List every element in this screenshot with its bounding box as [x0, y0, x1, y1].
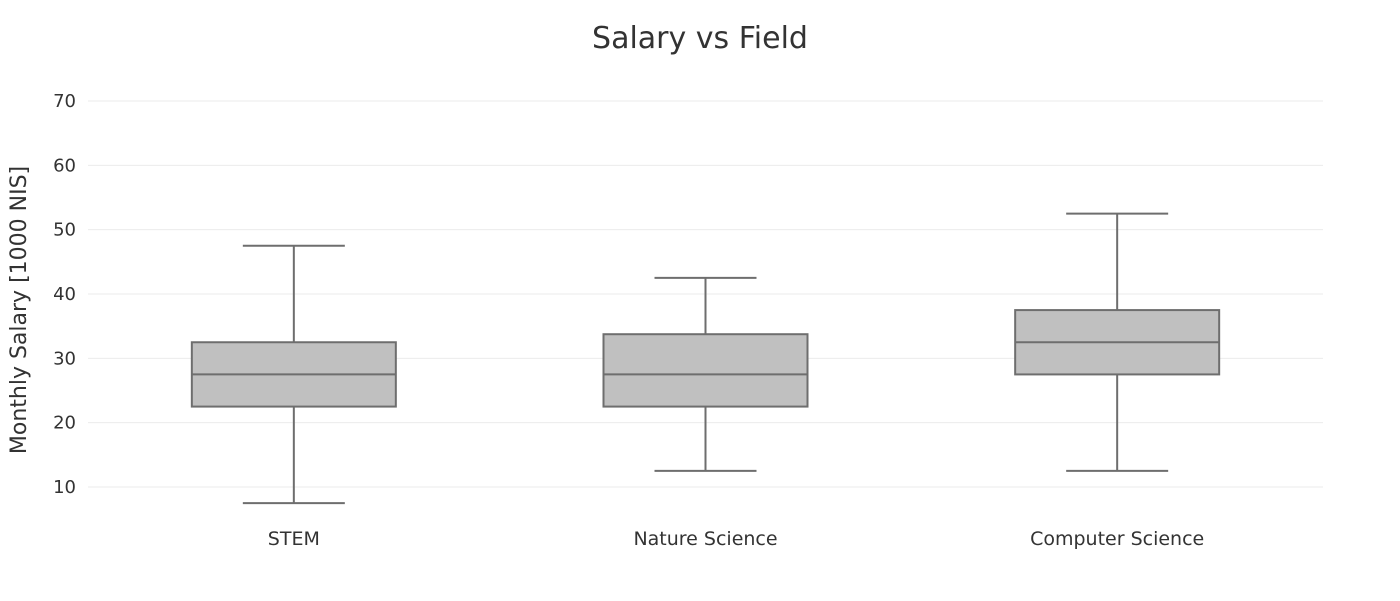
chart-title: Salary vs Field — [592, 21, 808, 56]
box-computer-science — [1014, 212, 1221, 472]
x-tick-labels: STEM Nature Science Computer Science — [268, 528, 1204, 550]
x-tick-stem: STEM — [268, 528, 320, 550]
y-tick-20: 20 — [53, 413, 76, 434]
y-tick-10: 10 — [53, 477, 76, 498]
y-tick-60: 60 — [53, 155, 76, 176]
iqr-box-nature-science — [602, 333, 809, 408]
boxes — [190, 212, 1221, 505]
y-tick-70: 70 — [53, 91, 76, 112]
box-stem — [190, 244, 397, 505]
y-tick-30: 30 — [53, 348, 76, 369]
x-tick-computer-science: Computer Science — [1030, 528, 1204, 550]
y-tick-labels: 10 20 30 40 50 60 70 — [53, 91, 76, 498]
box-nature-science — [602, 276, 809, 472]
y-tick-50: 50 — [53, 220, 76, 241]
x-tick-nature-science: Nature Science — [633, 528, 777, 550]
y-axis-title: Monthly Salary [1000 NIS] — [7, 166, 32, 454]
y-tick-40: 40 — [53, 284, 76, 305]
